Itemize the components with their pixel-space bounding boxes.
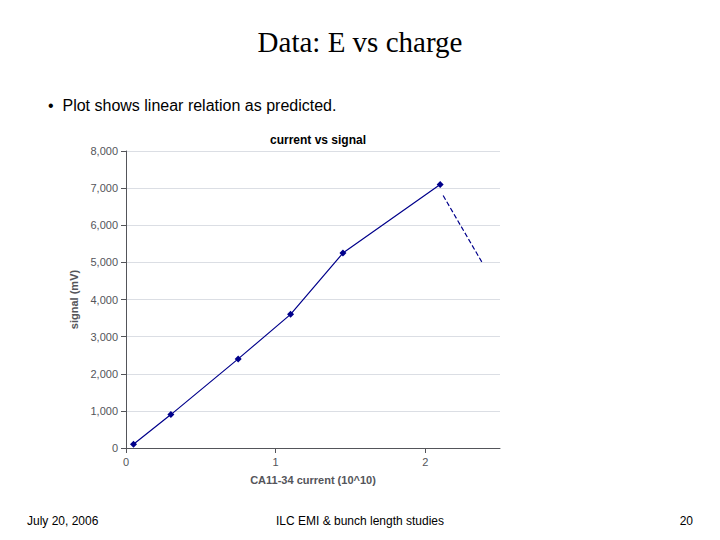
svg-text:3,000: 3,000	[90, 331, 118, 343]
svg-text:0: 0	[123, 456, 129, 468]
svg-text:5,000: 5,000	[90, 256, 118, 268]
svg-text:4,000: 4,000	[90, 294, 118, 306]
svg-text:8,000: 8,000	[90, 145, 118, 157]
svg-text:7,000: 7,000	[90, 182, 118, 194]
svg-text:1: 1	[273, 456, 279, 468]
svg-text:Data: E vs charge: Data: E vs charge	[258, 26, 463, 58]
svg-text:• Plot shows linear relation: • Plot shows linear relation as predicte…	[48, 97, 336, 114]
svg-text:ILC EMI & bunch length studies: ILC EMI & bunch length studies	[276, 514, 444, 528]
svg-text:1,000: 1,000	[90, 405, 118, 417]
svg-text:CA11-34 current (10^10): CA11-34 current (10^10)	[250, 474, 376, 486]
svg-text:current vs signal: current vs signal	[270, 133, 366, 147]
svg-text:2: 2	[422, 456, 428, 468]
svg-text:20: 20	[680, 514, 694, 528]
svg-text:2,000: 2,000	[90, 368, 118, 380]
svg-text:6,000: 6,000	[90, 219, 118, 231]
svg-text:signal (mV): signal (mV)	[68, 270, 80, 330]
svg-text:July 20, 2006: July 20, 2006	[27, 514, 99, 528]
svg-text:0: 0	[112, 442, 118, 454]
